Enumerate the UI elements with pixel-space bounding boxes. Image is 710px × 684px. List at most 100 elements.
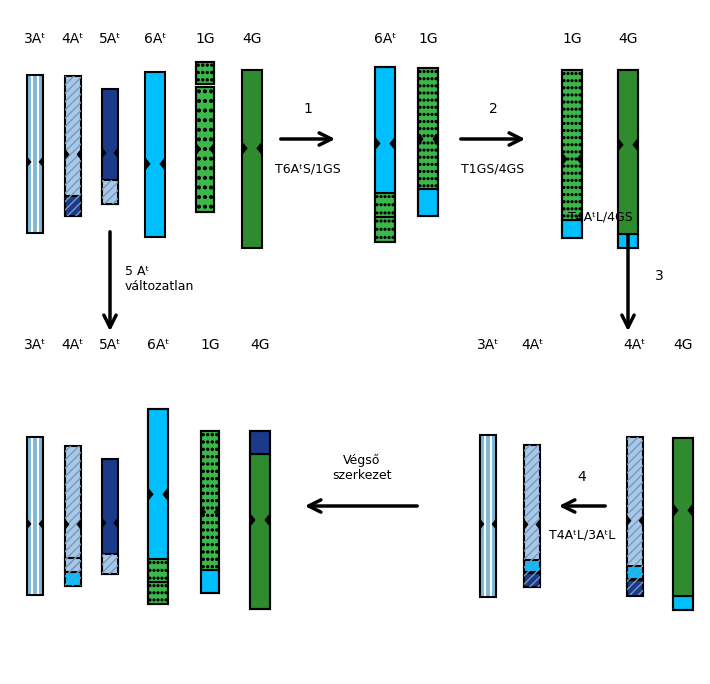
Text: 1G: 1G bbox=[562, 32, 581, 46]
Circle shape bbox=[161, 592, 163, 594]
Bar bbox=[65, 196, 81, 216]
Circle shape bbox=[563, 80, 565, 81]
Circle shape bbox=[388, 220, 390, 222]
Circle shape bbox=[579, 122, 581, 124]
Polygon shape bbox=[264, 513, 270, 527]
Circle shape bbox=[212, 566, 213, 568]
Bar bbox=[196, 86, 214, 211]
Polygon shape bbox=[27, 518, 31, 529]
Circle shape bbox=[579, 194, 581, 196]
Circle shape bbox=[419, 170, 421, 172]
Circle shape bbox=[575, 194, 577, 196]
Text: 4G: 4G bbox=[242, 32, 262, 46]
Circle shape bbox=[161, 570, 163, 571]
Circle shape bbox=[392, 204, 394, 206]
Circle shape bbox=[202, 507, 204, 509]
Circle shape bbox=[563, 179, 565, 181]
Bar bbox=[65, 572, 81, 586]
Circle shape bbox=[419, 78, 421, 79]
Circle shape bbox=[216, 529, 218, 531]
Circle shape bbox=[423, 170, 425, 172]
Circle shape bbox=[207, 522, 209, 524]
Circle shape bbox=[153, 599, 155, 601]
Circle shape bbox=[197, 129, 200, 131]
Bar bbox=[375, 66, 395, 241]
Circle shape bbox=[376, 204, 378, 206]
Circle shape bbox=[575, 208, 577, 210]
Circle shape bbox=[427, 120, 429, 122]
Circle shape bbox=[427, 92, 429, 94]
Circle shape bbox=[435, 128, 437, 129]
Circle shape bbox=[431, 114, 433, 116]
Circle shape bbox=[197, 90, 200, 92]
Circle shape bbox=[579, 73, 581, 75]
Circle shape bbox=[207, 72, 208, 73]
Circle shape bbox=[207, 529, 209, 531]
Circle shape bbox=[419, 178, 421, 179]
Circle shape bbox=[202, 485, 204, 487]
Circle shape bbox=[153, 585, 155, 586]
Text: 2: 2 bbox=[488, 102, 498, 116]
Circle shape bbox=[427, 157, 429, 158]
Circle shape bbox=[212, 441, 213, 443]
Circle shape bbox=[207, 477, 209, 479]
Circle shape bbox=[567, 151, 569, 153]
Circle shape bbox=[392, 196, 394, 198]
Circle shape bbox=[216, 485, 218, 487]
Circle shape bbox=[571, 215, 573, 217]
Text: 4Aᵗ: 4Aᵗ bbox=[62, 32, 84, 46]
Circle shape bbox=[575, 215, 577, 217]
Circle shape bbox=[165, 577, 167, 579]
Circle shape bbox=[571, 73, 573, 75]
Circle shape bbox=[204, 148, 207, 150]
Circle shape bbox=[419, 128, 421, 129]
Circle shape bbox=[207, 441, 209, 443]
Bar bbox=[618, 70, 638, 234]
Circle shape bbox=[563, 151, 565, 153]
Text: 6Aᵗ: 6Aᵗ bbox=[143, 32, 166, 46]
Circle shape bbox=[212, 456, 213, 458]
Circle shape bbox=[207, 463, 209, 465]
Circle shape bbox=[197, 167, 200, 170]
Circle shape bbox=[423, 78, 425, 79]
Circle shape bbox=[575, 201, 577, 202]
Circle shape bbox=[427, 142, 429, 144]
Circle shape bbox=[207, 434, 209, 436]
Circle shape bbox=[435, 70, 437, 73]
Circle shape bbox=[567, 116, 569, 117]
Circle shape bbox=[212, 434, 213, 436]
Circle shape bbox=[423, 135, 425, 137]
Circle shape bbox=[563, 116, 565, 117]
Circle shape bbox=[207, 507, 209, 509]
Circle shape bbox=[563, 187, 565, 188]
Circle shape bbox=[197, 64, 200, 66]
Circle shape bbox=[165, 599, 167, 601]
Bar bbox=[65, 558, 81, 572]
Circle shape bbox=[380, 204, 382, 206]
Circle shape bbox=[216, 507, 218, 509]
Text: 1G: 1G bbox=[195, 32, 215, 46]
Circle shape bbox=[567, 194, 569, 196]
Circle shape bbox=[575, 94, 577, 96]
Bar bbox=[562, 220, 582, 238]
Circle shape bbox=[197, 176, 200, 179]
Circle shape bbox=[571, 158, 573, 160]
Circle shape bbox=[435, 99, 437, 101]
Text: 5Aᵗ: 5Aᵗ bbox=[99, 338, 121, 352]
Circle shape bbox=[571, 208, 573, 210]
Circle shape bbox=[435, 120, 437, 122]
Circle shape bbox=[575, 80, 577, 81]
Bar bbox=[618, 234, 638, 248]
Circle shape bbox=[207, 536, 209, 538]
Bar bbox=[201, 431, 219, 593]
Circle shape bbox=[431, 163, 433, 166]
Circle shape bbox=[204, 109, 207, 112]
Polygon shape bbox=[114, 517, 118, 529]
Circle shape bbox=[216, 492, 218, 495]
Circle shape bbox=[427, 99, 429, 101]
Circle shape bbox=[423, 92, 425, 94]
Circle shape bbox=[427, 107, 429, 108]
Circle shape bbox=[149, 570, 151, 571]
Circle shape bbox=[567, 144, 569, 146]
Polygon shape bbox=[524, 519, 528, 530]
